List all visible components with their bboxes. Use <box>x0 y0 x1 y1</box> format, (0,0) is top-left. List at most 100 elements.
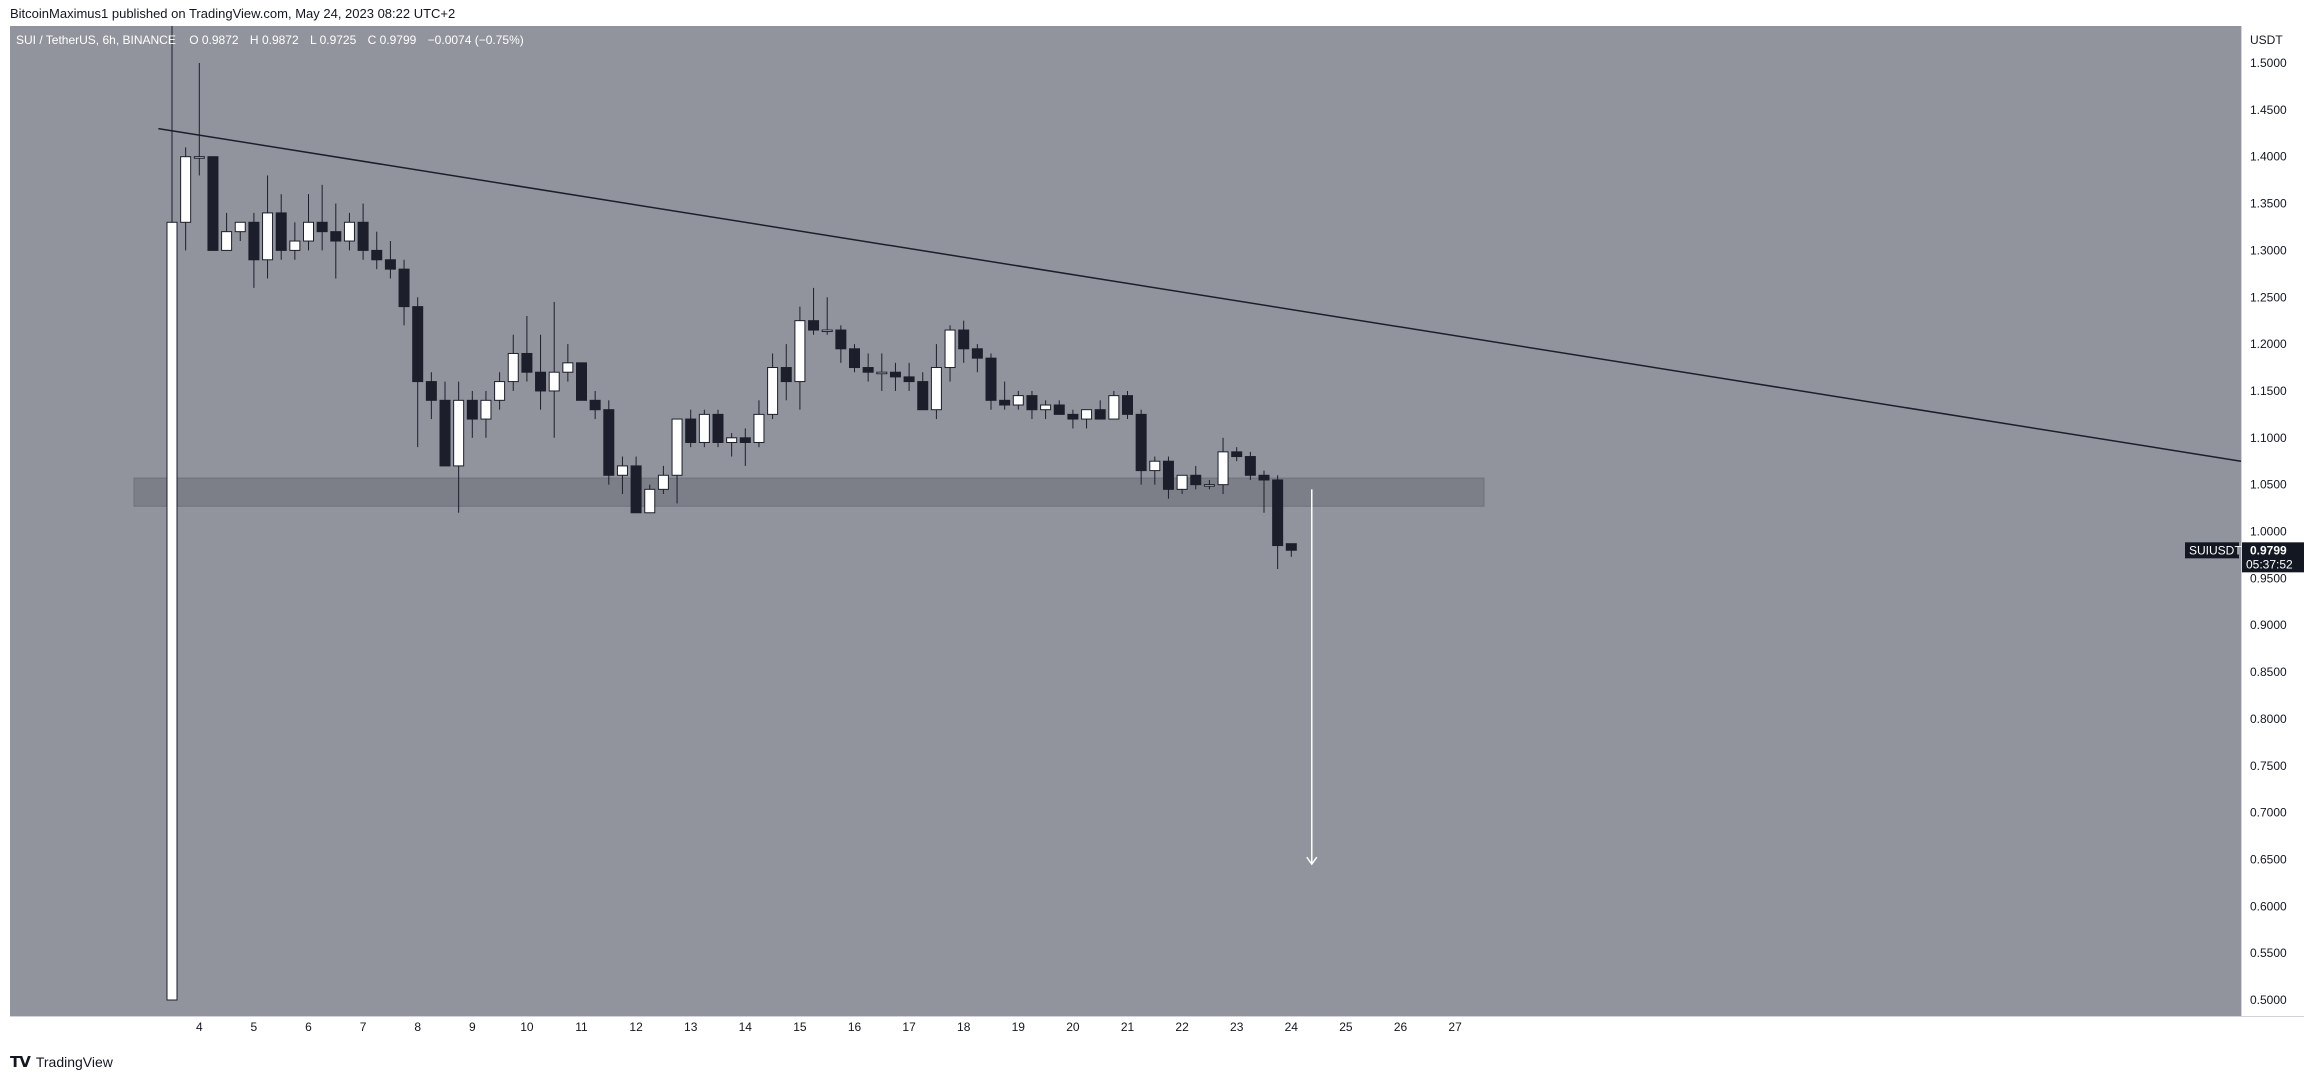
candle-body <box>616 465 628 476</box>
candle-body <box>657 474 669 490</box>
candle <box>412 297 424 448</box>
price-tick-label: 1.3500 <box>2250 197 2287 211</box>
time-tick-label: 23 <box>1230 1020 1244 1031</box>
candle-body <box>1067 413 1079 420</box>
candle <box>275 194 287 260</box>
projection-arrow[interactable] <box>1306 489 1318 866</box>
candle-body <box>753 413 765 443</box>
candle-body <box>630 465 642 514</box>
candle <box>944 325 956 382</box>
candle <box>480 390 492 438</box>
arrow-head <box>1306 856 1318 866</box>
candle-body <box>207 156 219 251</box>
candle <box>644 484 656 514</box>
candle-body <box>794 320 806 383</box>
candle <box>698 409 710 448</box>
candle-body <box>562 362 574 373</box>
candle <box>930 344 942 420</box>
candle-body <box>180 156 192 223</box>
publish-info: BitcoinMaximus1 published on TradingView… <box>10 6 456 21</box>
candle-body <box>221 231 233 251</box>
candle <box>862 353 874 382</box>
candle-body <box>1094 409 1106 420</box>
candle-body <box>999 399 1011 406</box>
candle-body <box>535 371 547 392</box>
candle-body <box>548 371 560 392</box>
candle <box>384 241 396 279</box>
candle <box>1094 400 1106 420</box>
last-price-marker: SUIUSDT 0.9799 05:37:52 <box>2185 542 2304 573</box>
price-chart[interactable]: 1.5000 1.4500 1.4000 1.3500 1.3000 1.2500 1.20… <box>10 26 2304 1031</box>
candle-body <box>1258 474 1270 481</box>
price-tag-value: 0.9799 <box>2250 543 2287 557</box>
candle <box>439 381 451 467</box>
time-tick-label: 20 <box>1066 1020 1080 1031</box>
time-tick-label: 11 <box>575 1020 588 1031</box>
candle <box>330 203 342 279</box>
legend-open-value: 0.9872 <box>202 33 239 47</box>
candle <box>562 344 574 382</box>
candles <box>166 26 1297 1001</box>
candle <box>1053 400 1065 415</box>
candle <box>849 344 860 373</box>
chart-frame[interactable]: 1.5000 1.4500 1.4000 1.3500 1.3000 1.2500 1.20… <box>10 26 2304 1031</box>
candle <box>234 221 246 242</box>
candle-body <box>1026 395 1038 411</box>
time-tick-label: 4 <box>196 1020 203 1031</box>
legend-close-value: 0.9799 <box>380 33 417 47</box>
candle <box>1272 475 1284 569</box>
candle <box>739 428 751 466</box>
candle <box>398 259 410 326</box>
candle-body <box>1081 409 1093 420</box>
ohlc-legend: SUI / TetherUS, 6h, BINANCE O 0.9872 H 0… <box>16 33 524 47</box>
time-tick-label: 15 <box>793 1020 807 1031</box>
candle <box>671 418 683 504</box>
candle <box>985 353 997 410</box>
candle-body <box>876 371 888 375</box>
time-tick-label: 16 <box>848 1020 862 1031</box>
candle-body <box>1272 479 1284 547</box>
legend-change: −0.0074 (−0.75%) <box>428 33 524 47</box>
time-tick-label: 19 <box>1012 1020 1026 1031</box>
candle-body <box>330 231 342 242</box>
candle <box>425 372 437 420</box>
candle-body <box>357 221 369 251</box>
time-tick-label: 6 <box>305 1020 312 1031</box>
candle <box>316 184 328 251</box>
candle <box>1176 474 1188 495</box>
candle <box>1122 390 1133 420</box>
candle <box>1203 479 1215 490</box>
candle <box>576 362 587 401</box>
price-axis[interactable]: 1.5000 1.4500 1.4000 1.3500 1.3000 1.2500 1.20… <box>2250 56 2287 1007</box>
time-tick-label: 9 <box>469 1020 476 1031</box>
candle-body <box>698 413 710 443</box>
candle-body <box>903 376 915 383</box>
tradingview-logo[interactable]: 𝗧𝗩 TradingView <box>10 1053 113 1071</box>
legend-close-label: C <box>368 33 377 47</box>
legend-high-label: H <box>250 33 259 47</box>
candle <box>767 353 779 420</box>
candle <box>466 390 478 438</box>
candle <box>1162 456 1174 499</box>
candle-body <box>712 413 724 443</box>
candle-body <box>412 306 424 383</box>
time-axis[interactable]: 4 5 6 7 8 9 10 11 12 13 14 15 16 17 18 19 20 21 22 23 24 25 26… <box>196 1020 1462 1031</box>
price-tick-label: 1.4000 <box>2250 150 2287 164</box>
candle <box>193 63 205 176</box>
legend-low-value: 0.9725 <box>320 33 357 47</box>
candle-body <box>1149 460 1161 472</box>
price-tick-label: 0.5500 <box>2250 946 2287 960</box>
candle-body <box>685 418 697 443</box>
candle-body <box>1040 404 1052 411</box>
candle <box>876 353 888 391</box>
candle-body <box>835 329 847 350</box>
descending-trendline[interactable] <box>158 127 2242 462</box>
time-tick-label: 26 <box>1394 1020 1408 1031</box>
candle-body <box>275 212 287 251</box>
price-axis-currency: USDT <box>2250 33 2283 47</box>
tradingview-brand-text: TradingView <box>35 1054 113 1070</box>
legend-high-value: 0.9872 <box>262 33 299 47</box>
support-zone <box>133 477 1485 507</box>
candle-body <box>1162 460 1174 490</box>
candle-body <box>889 371 901 378</box>
